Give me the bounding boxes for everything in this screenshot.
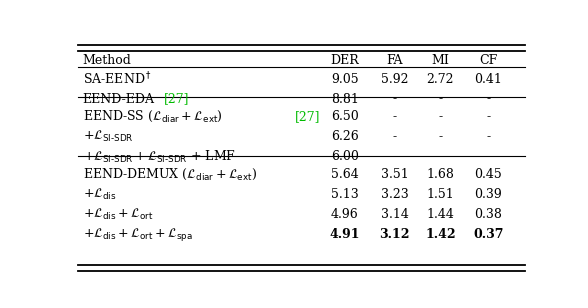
Text: 8.81: 8.81	[330, 93, 359, 106]
Text: 9.05: 9.05	[331, 73, 359, 86]
Text: -: -	[438, 130, 442, 143]
Text: 0.45: 0.45	[475, 168, 502, 181]
Text: FA: FA	[386, 54, 403, 67]
Text: 6.00: 6.00	[330, 150, 359, 163]
Text: $+ \mathcal{L}_{\mathrm{dis}} + \mathcal{L}_{\mathrm{ort}} + \mathcal{L}_{\mathr: $+ \mathcal{L}_{\mathrm{dis}} + \mathcal…	[82, 226, 192, 243]
Text: 5.64: 5.64	[331, 168, 359, 181]
Text: SA-EEND$^\dagger$: SA-EEND$^\dagger$	[82, 71, 152, 87]
Text: 3.14: 3.14	[381, 208, 409, 221]
Text: EEND-SS ($\mathcal{L}_{\mathrm{diar}} + \mathcal{L}_{\mathrm{ext}}$): EEND-SS ($\mathcal{L}_{\mathrm{diar}} + …	[82, 109, 222, 124]
Text: 5.13: 5.13	[331, 188, 359, 201]
Text: EEND-DEMUX ($\mathcal{L}_{\mathrm{diar}} + \mathcal{L}_{\mathrm{ext}}$): EEND-DEMUX ($\mathcal{L}_{\mathrm{diar}}…	[82, 167, 257, 182]
Text: -: -	[486, 110, 490, 123]
Text: EEND-EDA: EEND-EDA	[82, 93, 155, 106]
Text: 1.51: 1.51	[426, 188, 454, 201]
Text: -: -	[393, 130, 397, 143]
Text: 1.42: 1.42	[425, 228, 456, 241]
Text: 3.51: 3.51	[381, 168, 409, 181]
Text: -: -	[438, 150, 442, 163]
Text: -: -	[393, 93, 397, 106]
Text: $+ \mathcal{L}_{\mathrm{SI\text{-}SDR}} + \mathcal{L}_{\mathrm{SI\text{-}SDR}}$ : $+ \mathcal{L}_{\mathrm{SI\text{-}SDR}} …	[82, 148, 236, 164]
Text: 3.23: 3.23	[381, 188, 409, 201]
Text: -: -	[438, 93, 442, 106]
Text: 3.12: 3.12	[379, 228, 410, 241]
Text: 1.68: 1.68	[426, 168, 455, 181]
Text: 6.50: 6.50	[331, 110, 359, 123]
Text: [27]: [27]	[295, 110, 320, 123]
Text: 4.96: 4.96	[331, 208, 359, 221]
Text: 5.92: 5.92	[381, 73, 409, 86]
Text: 2.72: 2.72	[426, 73, 454, 86]
Text: -: -	[393, 150, 397, 163]
Text: $+ \mathcal{L}_{\mathrm{SI\text{-}SDR}}$: $+ \mathcal{L}_{\mathrm{SI\text{-}SDR}}$	[82, 129, 133, 144]
Text: -: -	[393, 110, 397, 123]
Text: CF: CF	[479, 54, 497, 67]
Text: 0.37: 0.37	[473, 228, 503, 241]
Text: $+ \mathcal{L}_{\mathrm{dis}}$: $+ \mathcal{L}_{\mathrm{dis}}$	[82, 187, 116, 202]
Text: MI: MI	[432, 54, 449, 67]
Text: 0.38: 0.38	[475, 208, 502, 221]
Text: -: -	[486, 93, 490, 106]
Text: DER: DER	[330, 54, 359, 67]
Text: 1.44: 1.44	[426, 208, 455, 221]
Text: 0.39: 0.39	[475, 188, 502, 201]
Text: -: -	[486, 150, 490, 163]
Text: Method: Method	[82, 54, 132, 67]
Text: 4.91: 4.91	[329, 228, 360, 241]
Text: 0.41: 0.41	[475, 73, 502, 86]
Text: -: -	[486, 130, 490, 143]
Text: -: -	[438, 110, 442, 123]
Text: [27]: [27]	[163, 93, 189, 106]
Text: $+ \mathcal{L}_{\mathrm{dis}} + \mathcal{L}_{\mathrm{ort}}$: $+ \mathcal{L}_{\mathrm{dis}} + \mathcal…	[82, 207, 153, 222]
Text: 6.26: 6.26	[331, 130, 359, 143]
